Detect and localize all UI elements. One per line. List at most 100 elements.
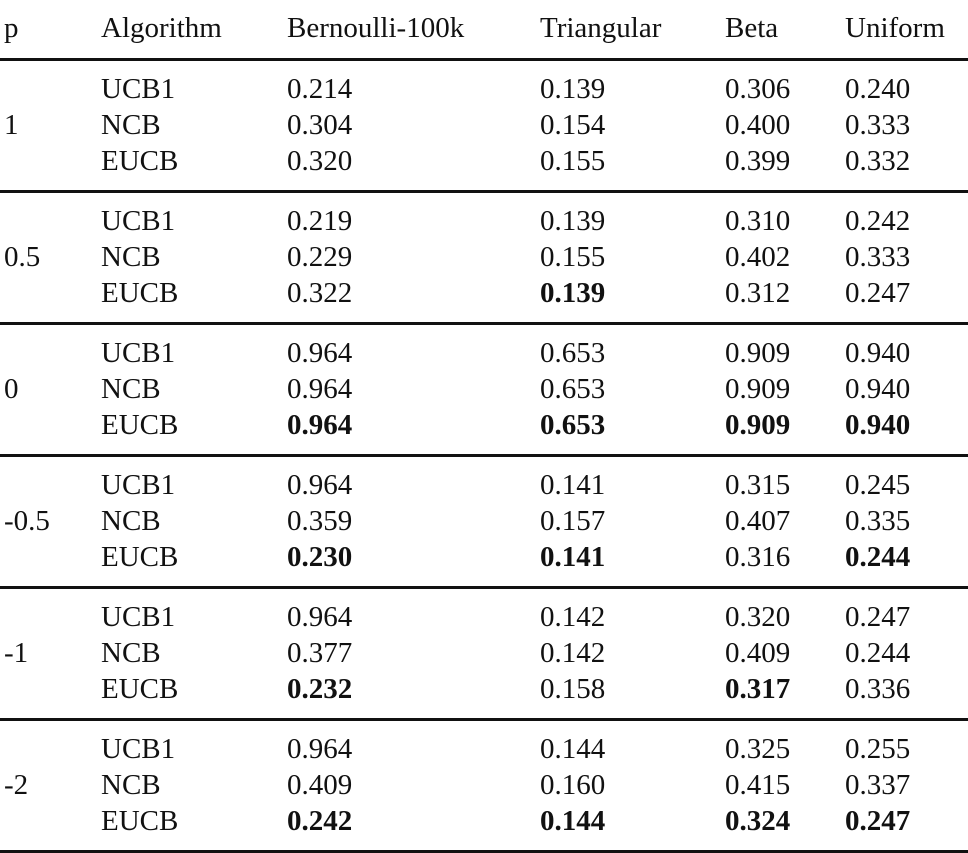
value-uniform: 0.255 bbox=[845, 733, 911, 765]
row-group-p: -0.5 UCB1 0.964 0.141 0.315 0.245 NCB 0.359 0.15… bbox=[0, 457, 968, 589]
value-beta: 0.399 bbox=[725, 145, 791, 177]
value-bernoulli-100k: 0.320 bbox=[287, 145, 353, 177]
row-group-p: -2 UCB1 0.964 0.144 0.325 0.255 NCB 0.409 0.160 0… bbox=[0, 721, 968, 853]
value-uniform: 0.940 bbox=[845, 373, 911, 405]
header-p: p bbox=[4, 12, 19, 44]
algorithm-name: EUCB bbox=[101, 673, 179, 705]
p-value: -0.5 bbox=[4, 505, 50, 537]
row-group-p: 0 UCB1 0.964 0.653 0.909 0.940 NCB 0.964 0.653 0.… bbox=[0, 325, 968, 457]
header-triangular: Triangular bbox=[540, 12, 662, 44]
value-triangular: 0.141 bbox=[540, 469, 606, 501]
algorithm-name: EUCB bbox=[101, 541, 179, 573]
value-bernoulli-100k: 0.242 bbox=[287, 805, 353, 837]
value-triangular: 0.155 bbox=[540, 241, 606, 273]
algorithm-name: UCB1 bbox=[101, 733, 176, 765]
p-value: 1 bbox=[4, 109, 19, 141]
value-uniform: 0.240 bbox=[845, 73, 911, 105]
algorithm-name: NCB bbox=[101, 505, 161, 537]
row-group-p: -1 UCB1 0.964 0.142 0.320 0.247 NCB 0.377 0.142 0… bbox=[0, 589, 968, 721]
value-beta: 0.320 bbox=[725, 601, 791, 633]
p-value: 0 bbox=[4, 373, 19, 405]
table-body: 1 UCB1 0.214 0.139 0.306 0.240 NCB 0.304 0.154 0.… bbox=[0, 61, 968, 853]
row-group-p: 0.5 UCB1 0.219 0.139 0.310 0.242 NCB 0.229 0.155… bbox=[0, 193, 968, 325]
value-beta: 0.325 bbox=[725, 733, 791, 765]
value-beta: 0.909 bbox=[725, 337, 791, 369]
value-triangular: 0.653 bbox=[540, 373, 606, 405]
value-beta: 0.409 bbox=[725, 637, 791, 669]
value-uniform: 0.244 bbox=[845, 637, 911, 669]
value-uniform: 0.242 bbox=[845, 205, 911, 237]
value-uniform: 0.333 bbox=[845, 241, 911, 273]
value-beta: 0.415 bbox=[725, 769, 791, 801]
value-triangular: 0.142 bbox=[540, 637, 606, 669]
value-triangular: 0.653 bbox=[540, 337, 606, 369]
value-triangular: 0.144 bbox=[540, 805, 606, 837]
algorithm-name: UCB1 bbox=[101, 469, 176, 501]
p-value: -1 bbox=[4, 637, 29, 669]
value-triangular: 0.155 bbox=[540, 145, 606, 177]
value-triangular: 0.139 bbox=[540, 205, 606, 237]
value-bernoulli-100k: 0.359 bbox=[287, 505, 353, 537]
algorithm-name: NCB bbox=[101, 109, 161, 141]
value-beta: 0.306 bbox=[725, 73, 791, 105]
algorithm-name: UCB1 bbox=[101, 601, 176, 633]
algorithm-name: EUCB bbox=[101, 805, 179, 837]
value-bernoulli-100k: 0.219 bbox=[287, 205, 353, 237]
value-beta: 0.407 bbox=[725, 505, 791, 537]
value-triangular: 0.139 bbox=[540, 73, 606, 105]
p-value: 0.5 bbox=[4, 241, 41, 273]
value-uniform: 0.336 bbox=[845, 673, 911, 705]
p-value: -2 bbox=[4, 769, 29, 801]
value-bernoulli-100k: 0.322 bbox=[287, 277, 353, 309]
value-beta: 0.312 bbox=[725, 277, 791, 309]
value-bernoulli-100k: 0.964 bbox=[287, 469, 353, 501]
value-uniform: 0.244 bbox=[845, 541, 911, 573]
algorithm-name: NCB bbox=[101, 241, 161, 273]
value-uniform: 0.940 bbox=[845, 409, 911, 441]
header-algorithm: Algorithm bbox=[101, 12, 222, 44]
algorithm-name: EUCB bbox=[101, 145, 179, 177]
value-bernoulli-100k: 0.964 bbox=[287, 337, 353, 369]
header-uniform: Uniform bbox=[845, 12, 945, 44]
value-triangular: 0.142 bbox=[540, 601, 606, 633]
value-bernoulli-100k: 0.229 bbox=[287, 241, 353, 273]
algorithm-name: NCB bbox=[101, 373, 161, 405]
value-bernoulli-100k: 0.232 bbox=[287, 673, 353, 705]
header-bernoulli-100k: Bernoulli-100k bbox=[287, 12, 465, 44]
value-beta: 0.310 bbox=[725, 205, 791, 237]
value-uniform: 0.337 bbox=[845, 769, 911, 801]
value-uniform: 0.940 bbox=[845, 337, 911, 369]
value-bernoulli-100k: 0.964 bbox=[287, 733, 353, 765]
value-bernoulli-100k: 0.230 bbox=[287, 541, 353, 573]
value-triangular: 0.160 bbox=[540, 769, 606, 801]
value-triangular: 0.144 bbox=[540, 733, 606, 765]
value-beta: 0.402 bbox=[725, 241, 791, 273]
algorithm-name: UCB1 bbox=[101, 205, 176, 237]
algorithm-name: EUCB bbox=[101, 409, 179, 441]
value-bernoulli-100k: 0.964 bbox=[287, 409, 353, 441]
value-bernoulli-100k: 0.304 bbox=[287, 109, 353, 141]
value-uniform: 0.247 bbox=[845, 805, 911, 837]
value-triangular: 0.158 bbox=[540, 673, 606, 705]
algorithm-name: NCB bbox=[101, 769, 161, 801]
value-triangular: 0.139 bbox=[540, 277, 606, 309]
value-triangular: 0.653 bbox=[540, 409, 606, 441]
value-triangular: 0.157 bbox=[540, 505, 606, 537]
value-beta: 0.400 bbox=[725, 109, 791, 141]
value-triangular: 0.154 bbox=[540, 109, 606, 141]
value-beta: 0.316 bbox=[725, 541, 791, 573]
algorithm-name: NCB bbox=[101, 637, 161, 669]
value-triangular: 0.141 bbox=[540, 541, 606, 573]
value-bernoulli-100k: 0.964 bbox=[287, 601, 353, 633]
value-bernoulli-100k: 0.377 bbox=[287, 637, 353, 669]
value-bernoulli-100k: 0.409 bbox=[287, 769, 353, 801]
header-beta: Beta bbox=[725, 12, 779, 44]
value-beta: 0.909 bbox=[725, 373, 791, 405]
value-uniform: 0.245 bbox=[845, 469, 911, 501]
value-beta: 0.315 bbox=[725, 469, 791, 501]
algorithm-name: UCB1 bbox=[101, 337, 176, 369]
value-beta: 0.317 bbox=[725, 673, 791, 705]
row-group-p: 1 UCB1 0.214 0.139 0.306 0.240 NCB 0.304 0.154 0.… bbox=[0, 61, 968, 193]
value-uniform: 0.247 bbox=[845, 277, 911, 309]
